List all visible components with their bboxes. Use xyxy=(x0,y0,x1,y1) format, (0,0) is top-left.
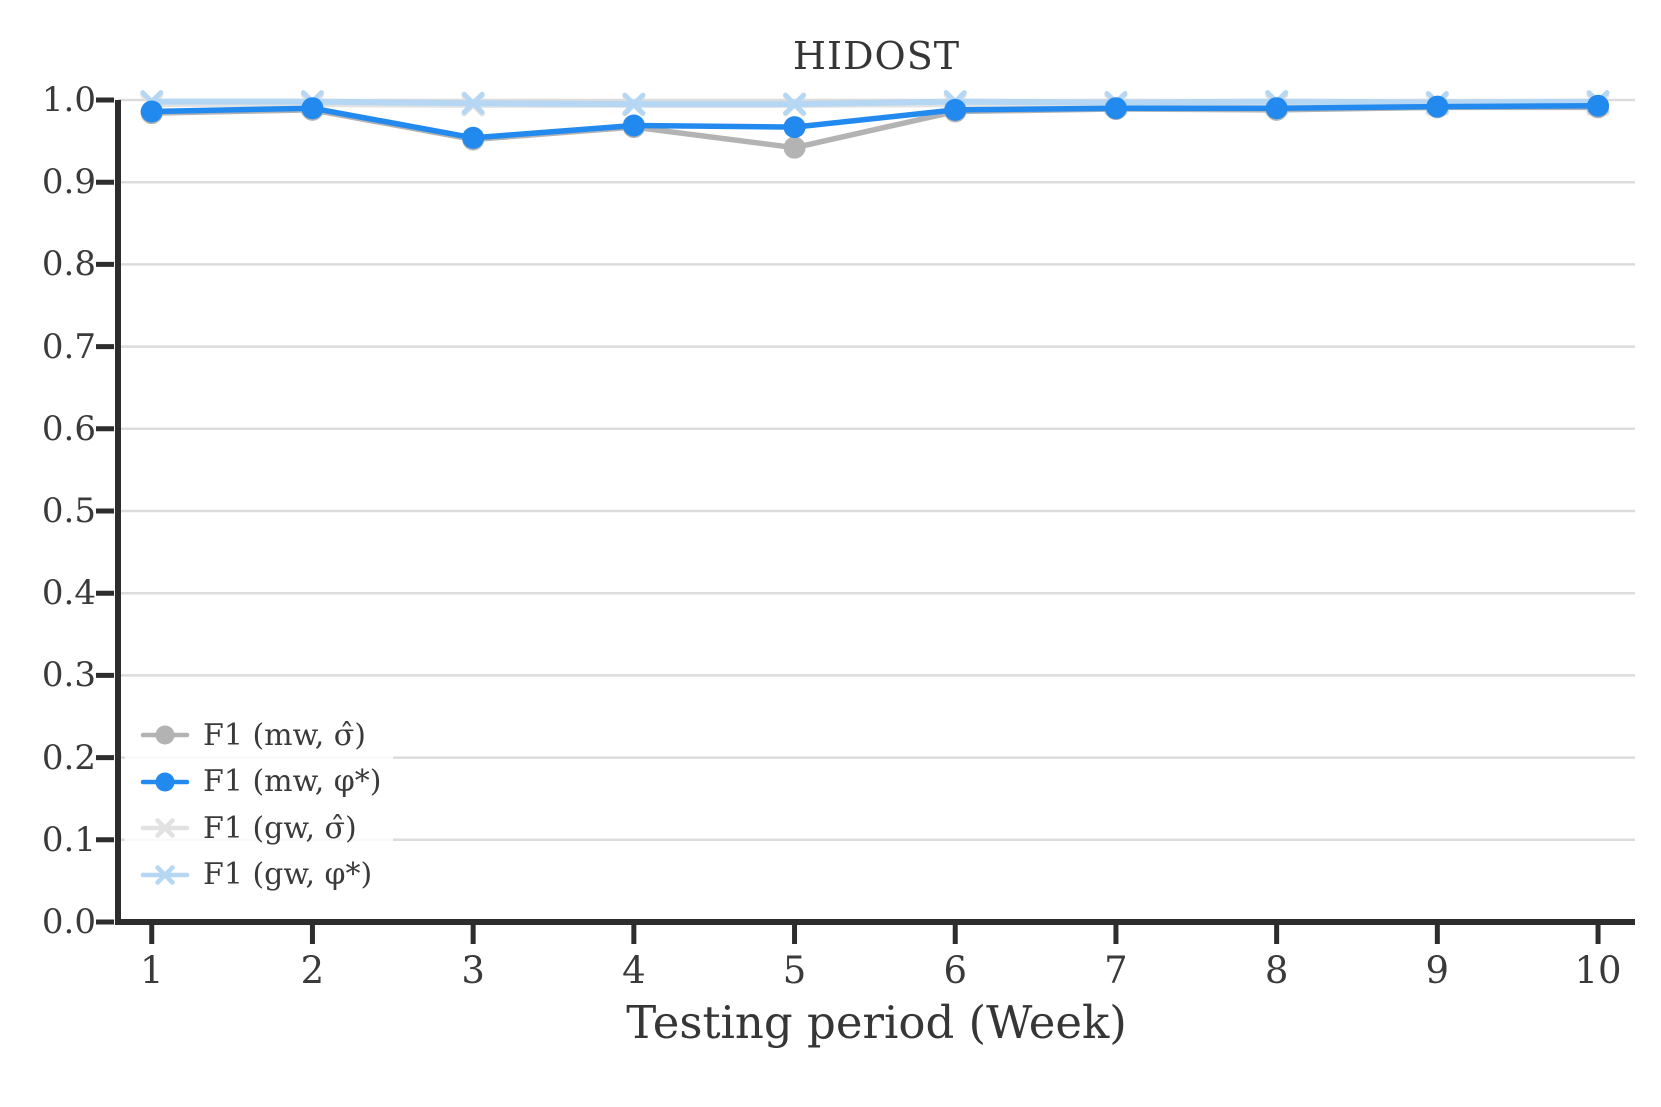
data-point-circle xyxy=(1587,94,1610,117)
data-point-x xyxy=(461,91,485,115)
y-tick-label: 0.7 xyxy=(41,326,96,367)
x-tick-label: 4 xyxy=(622,949,646,992)
data-point-circle xyxy=(140,100,163,123)
legend-circle-marker-icon xyxy=(155,725,175,745)
data-point-circle xyxy=(622,114,645,137)
y-tick-label: 0.6 xyxy=(41,408,96,449)
legend-row: F1 (mw, φ*) xyxy=(140,760,393,804)
legend-label: F1 (mw, σ̂) xyxy=(203,717,366,753)
legend-x-marker-icon xyxy=(155,865,175,885)
x-tick-label: 5 xyxy=(782,949,807,992)
series-line xyxy=(148,103,1601,141)
plot-canvas xyxy=(96,90,1635,944)
chart-title: HIDOST xyxy=(792,34,961,78)
data-point-circle xyxy=(783,136,806,159)
legend: F1 (mw, σ̂) F1 (mw, φ*) F1 (gw, σ̂) F1 (gw,… xyxy=(125,706,393,904)
series-line xyxy=(148,98,1602,108)
legend-label: F1 (mw, φ*) xyxy=(203,764,382,800)
x-tick-label: 9 xyxy=(1425,949,1450,992)
x-axis-title: Testing period (Week) xyxy=(626,996,1127,1049)
x-tick-label: 7 xyxy=(1104,949,1128,992)
data-point-circle xyxy=(1426,95,1449,118)
legend-marker-icon xyxy=(140,725,190,745)
legend-marker-icon xyxy=(140,772,190,792)
y-tick-label: 0.1 xyxy=(41,819,96,860)
x-tick-label: 6 xyxy=(943,949,967,992)
y-tick-label: 1.0 xyxy=(41,80,96,120)
y-tick-label: 0.5 xyxy=(41,491,96,531)
y-tick-label: 0.8 xyxy=(41,244,96,285)
data-point-circle xyxy=(783,116,806,139)
x-tick-label: 3 xyxy=(461,949,485,992)
y-tick-label: 0.0 xyxy=(41,902,96,942)
legend-x-marker-icon xyxy=(155,818,175,838)
series-line xyxy=(148,104,1601,151)
data-point-circle xyxy=(1265,97,1288,120)
y-tick-label: 0.2 xyxy=(41,737,96,778)
y-tick-label: 0.3 xyxy=(41,655,96,696)
data-point-circle xyxy=(462,126,485,149)
x-tick-label: 1 xyxy=(139,949,164,992)
legend-marker-icon xyxy=(140,865,190,885)
data-point-x xyxy=(783,92,807,116)
x-tick-label: 10 xyxy=(1574,949,1622,992)
y-tick-label: 0.4 xyxy=(41,573,96,614)
legend-marker-icon xyxy=(140,818,190,838)
legend-row: F1 (gw, φ*) xyxy=(140,853,393,897)
legend-label: F1 (gw, σ̂) xyxy=(203,810,357,846)
data-point-circle xyxy=(944,98,967,121)
y-tick-label: 0.9 xyxy=(41,162,96,203)
data-point-circle xyxy=(301,97,324,120)
data-point-circle xyxy=(1104,97,1127,120)
legend-row: F1 (gw, σ̂) xyxy=(140,806,393,850)
legend-circle-marker-icon xyxy=(155,772,175,792)
x-tick-label: 2 xyxy=(300,949,325,992)
legend-row: F1 (mw, σ̂) xyxy=(140,713,393,757)
data-point-x xyxy=(622,92,646,116)
x-tick-label: 8 xyxy=(1264,949,1289,992)
plot-area xyxy=(96,90,1635,944)
legend-label: F1 (gw, φ*) xyxy=(203,857,373,893)
